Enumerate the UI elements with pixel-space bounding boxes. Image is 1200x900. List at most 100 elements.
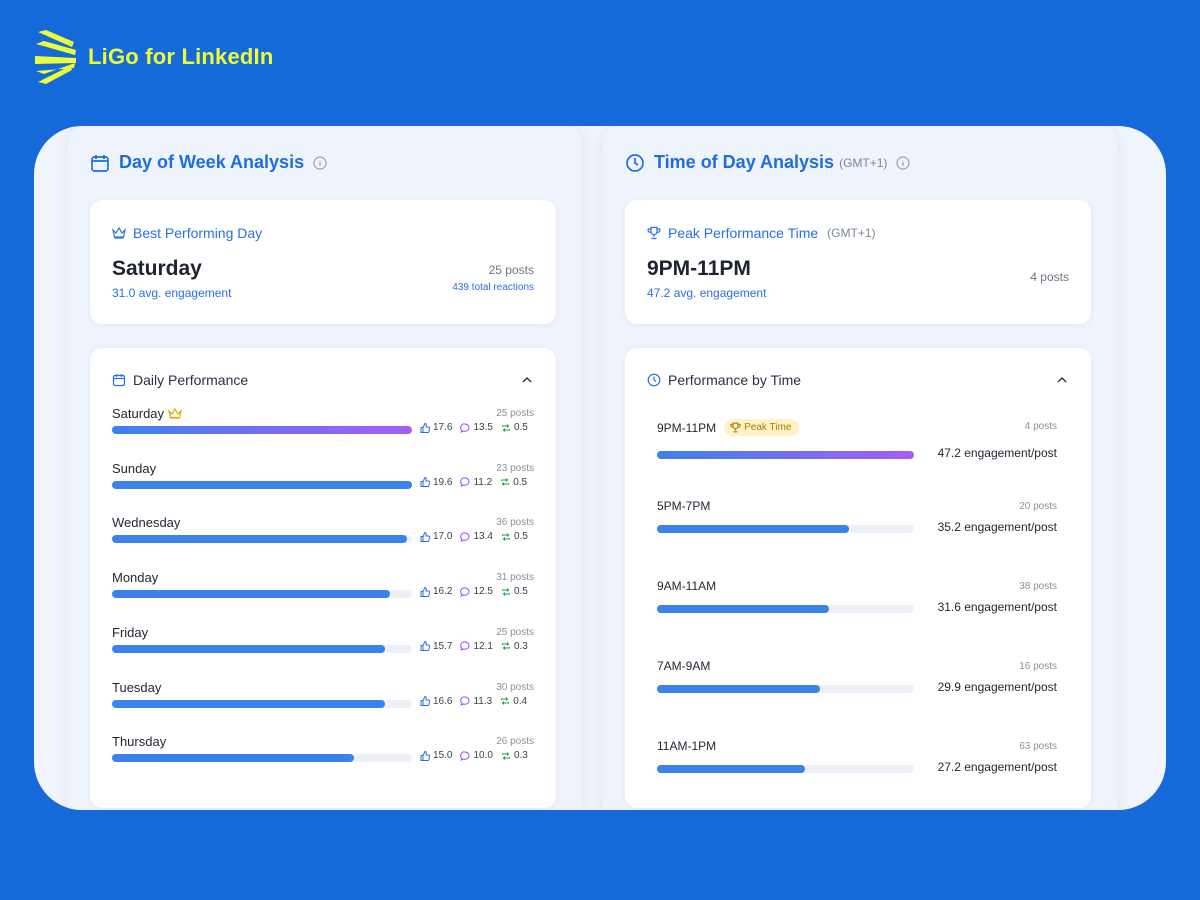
time-of-day-panel: Time of Day Analysis (GMT+1) Peak Perfor… bbox=[603, 126, 1117, 810]
comments-value: 12.1 bbox=[473, 640, 493, 652]
comments-value: 13.4 bbox=[473, 531, 493, 543]
likes-value: 17.6 bbox=[433, 422, 453, 433]
day-of-week-panel: Day of Week Analysis Best Performing Day… bbox=[68, 126, 582, 810]
day-row: Thursday 26 posts 15.0 10.0 0.3 bbox=[112, 734, 534, 780]
collapse-chevron-icon[interactable] bbox=[1057, 376, 1067, 383]
brand-logo[interactable]: LiGo for LinkedIn bbox=[34, 28, 274, 86]
day-row-bar-track bbox=[112, 754, 412, 763]
day-row-posts: 26 posts bbox=[496, 736, 534, 748]
day-row-label: Sunday bbox=[112, 460, 157, 476]
time-row-label: 9PM-11PM bbox=[657, 420, 717, 435]
ligo-logo-icon bbox=[35, 30, 76, 84]
collapse-chevron-icon[interactable] bbox=[522, 376, 532, 383]
day-row: Monday 31 posts 16.2 12.5 0.5 bbox=[112, 570, 534, 616]
day-panel-header: Day of Week Analysis bbox=[90, 152, 327, 173]
time-row-engagement: 27.2 engagement/post bbox=[937, 760, 1057, 774]
comment-icon bbox=[460, 587, 470, 597]
likes-value: 16.2 bbox=[433, 586, 453, 598]
time-row-posts: 63 posts bbox=[1019, 741, 1057, 752]
day-row-stats: 17.6 13.5 0.5 bbox=[420, 422, 528, 433]
reposts-stat: 0.4 bbox=[500, 696, 527, 707]
likes-stat: 15.7 bbox=[420, 641, 452, 652]
info-icon[interactable] bbox=[896, 155, 911, 170]
time-row-bar-fill bbox=[657, 765, 806, 773]
time-row: 11AM-1PM 63 posts 27.2 engagement/post bbox=[657, 739, 1057, 799]
comment-icon bbox=[460, 751, 470, 761]
best-day-value: Saturday bbox=[112, 257, 202, 280]
day-row-name: Tuesday bbox=[112, 680, 161, 695]
best-day-label-text: Best Performing Day bbox=[133, 225, 263, 241]
day-row-bar-fill bbox=[112, 535, 407, 544]
day-row-bar-track bbox=[112, 535, 412, 544]
day-row-bar-fill bbox=[112, 480, 412, 489]
reposts-stat: 0.5 bbox=[501, 422, 528, 433]
time-row-name: 11AM-1PM bbox=[657, 739, 716, 753]
time-row-label: 9AM-11AM bbox=[657, 579, 717, 593]
repost-icon bbox=[501, 533, 510, 541]
day-row-stats: 15.0 10.0 0.3 bbox=[420, 750, 528, 761]
best-day-card: Best Performing Day Saturday 31.0 avg. e… bbox=[90, 200, 556, 324]
day-row-label: Friday bbox=[112, 624, 149, 640]
time-row: 5PM-7PM 20 posts 35.2 engagement/post bbox=[657, 499, 1057, 559]
likes-stat: 15.0 bbox=[420, 750, 452, 761]
time-row-label: 7AM-9AM bbox=[657, 659, 711, 673]
time-row-engagement: 29.9 engagement/post bbox=[937, 680, 1057, 694]
performance-by-time-header: Performance by Time bbox=[647, 372, 801, 388]
time-row-engagement: 47.2 engagement/post bbox=[937, 446, 1057, 460]
peak-time-posts: 4 posts bbox=[1030, 270, 1069, 284]
repost-icon bbox=[501, 751, 510, 760]
day-row-label: Saturday bbox=[112, 406, 165, 421]
day-row-name: Sunday bbox=[112, 461, 156, 476]
time-panel-timezone: (GMT+1) bbox=[839, 155, 888, 170]
day-row-posts: 25 posts bbox=[496, 408, 534, 419]
comments-value: 11.3 bbox=[473, 695, 493, 707]
trophy-icon bbox=[730, 422, 741, 433]
time-row: 9AM-11AM 38 posts 31.6 engagement/post bbox=[657, 579, 1057, 639]
like-icon bbox=[420, 531, 430, 542]
day-row: Saturday 25 posts 17.6 13.5 0.5 bbox=[112, 406, 534, 452]
day-row-name: Monday bbox=[112, 570, 158, 585]
reposts-value: 0.5 bbox=[513, 531, 528, 543]
day-row: Sunday 23 posts 19.6 11.2 0.5 bbox=[112, 461, 534, 507]
time-row-name: 9PM-11PM Peak Time bbox=[657, 419, 800, 436]
like-icon bbox=[420, 750, 430, 761]
likes-stat: 16.2 bbox=[420, 586, 452, 597]
time-row-posts: 38 posts bbox=[1019, 581, 1057, 592]
repost-icon bbox=[501, 642, 510, 651]
day-row-label: Tuesday bbox=[112, 679, 162, 695]
performance-by-time-card: Performance by Time 9PM-11PM Peak Time 4 p… bbox=[625, 348, 1091, 808]
time-row-bar-fill bbox=[657, 525, 849, 533]
likes-stat: 17.0 bbox=[420, 531, 452, 542]
time-row-name: 5PM-7PM bbox=[657, 499, 710, 513]
day-row-name: Saturday bbox=[112, 406, 183, 421]
time-panel-title: Time of Day Analysis bbox=[654, 152, 835, 172]
day-row-bar-track bbox=[112, 699, 412, 708]
best-day-avg: 31.0 avg. engagement bbox=[112, 286, 232, 300]
day-row-stats: 16.2 12.5 0.5 bbox=[420, 586, 528, 597]
trophy-icon bbox=[647, 226, 661, 240]
time-row-name: 9AM-11AM bbox=[657, 579, 716, 593]
best-day-reactions: 439 total reactions bbox=[452, 282, 534, 293]
time-row: 7AM-9AM 16 posts 29.9 engagement/post bbox=[657, 659, 1057, 719]
repost-icon bbox=[501, 478, 510, 487]
comments-stat: 13.4 bbox=[460, 531, 493, 543]
comment-icon bbox=[460, 422, 470, 433]
comment-icon bbox=[460, 696, 470, 706]
best-day-posts: 25 posts bbox=[488, 263, 534, 277]
day-row-label: Thursday bbox=[112, 734, 167, 750]
peak-time-timezone: (GMT+1) bbox=[827, 226, 876, 240]
time-row-bar-track bbox=[657, 605, 914, 613]
time-row-posts: 20 posts bbox=[1019, 501, 1057, 512]
peak-time-badge: Peak Time bbox=[724, 419, 800, 436]
reposts-value: 0.3 bbox=[513, 640, 528, 652]
reposts-stat: 0.3 bbox=[501, 750, 528, 761]
time-row-engagement: 31.6 engagement/post bbox=[937, 600, 1057, 614]
clock-icon bbox=[626, 153, 644, 172]
day-row-bar-fill bbox=[112, 590, 391, 599]
info-icon[interactable] bbox=[313, 155, 327, 170]
comment-icon bbox=[460, 641, 470, 652]
time-row-bar-fill bbox=[657, 605, 830, 613]
time-row-posts: 16 posts bbox=[1019, 661, 1057, 672]
day-row-name: Friday bbox=[112, 625, 148, 640]
comments-value: 10.0 bbox=[473, 750, 493, 762]
